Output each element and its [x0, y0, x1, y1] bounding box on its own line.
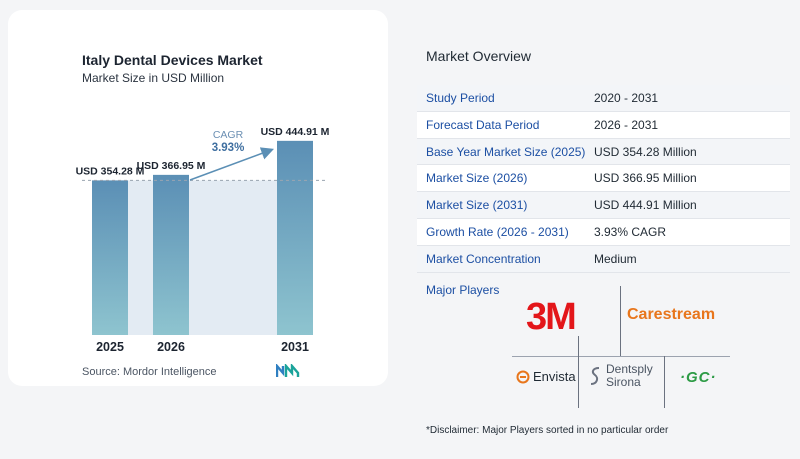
x-tick-label: 2031	[281, 340, 309, 354]
dentsply-sirona-logo: Dentsply Sirona	[588, 363, 653, 389]
bar-chart: USD 354.28 M 2025 USD 366.95 M 2026 USD 444.…	[76, 126, 330, 354]
row-label: Market Size (2031)	[426, 198, 528, 213]
cagr-label: CAGR	[213, 129, 244, 141]
overview-table: Study Period 2020 - 2031 Forecast Data P…	[417, 85, 790, 273]
table-row: Forecast Data Period 2026 - 2031	[417, 111, 790, 139]
comparison-shade	[128, 180, 153, 335]
bar-2025	[92, 180, 128, 335]
logo-divider	[664, 356, 665, 408]
comparison-shade	[189, 180, 277, 335]
bar-value-label: USD 444.91 M	[261, 126, 330, 138]
row-value: 2020 - 2031	[594, 91, 659, 105]
dentsply-text: Dentsply Sirona	[606, 363, 653, 389]
table-row: Market Size (2026) USD 366.95 Million	[417, 165, 790, 193]
source-text: Source: Mordor Intelligence	[82, 366, 217, 378]
table-row: Base Year Market Size (2025) USD 354.28 …	[417, 138, 790, 166]
mordor-logo-icon	[276, 364, 300, 377]
dentsply-line1: Dentsply	[606, 362, 653, 376]
bar-value-label: USD 366.95 M	[137, 160, 206, 172]
envista-text: Envista	[533, 369, 576, 384]
table-row: Study Period 2020 - 2031	[417, 85, 790, 112]
row-label: Study Period	[426, 91, 495, 105]
x-tick-label: 2025	[96, 340, 124, 354]
major-players-label: Major Players	[426, 283, 500, 297]
chart-subtitle: Market Size in USD Million	[82, 71, 225, 85]
dentsply-line2: Sirona	[606, 375, 641, 389]
row-value: USD 354.28 Million	[594, 144, 697, 159]
gc-logo: ·GC·	[680, 369, 717, 386]
row-label: Growth Rate (2026 - 2031)	[426, 224, 569, 239]
disclaimer-text: *Disclaimer: Major Players sorted in no …	[426, 425, 669, 436]
row-value: 2026 - 2031	[594, 117, 659, 132]
row-label: Market Concentration	[426, 251, 541, 266]
logo-divider	[512, 356, 730, 357]
logo-divider	[578, 336, 579, 408]
cagr-value: 3.93%	[212, 142, 245, 154]
3m-logo: 3M	[526, 296, 577, 338]
row-value: USD 444.91 Million	[594, 198, 697, 213]
row-value: USD 366.95 Million	[594, 171, 697, 186]
bar-2026	[153, 174, 189, 335]
table-row: Market Concentration Medium	[417, 245, 790, 273]
chart-title: Italy Dental Devices Market	[82, 52, 263, 68]
logo-divider	[620, 286, 621, 356]
row-value: Medium	[594, 251, 637, 266]
row-label: Base Year Market Size (2025)	[426, 144, 586, 159]
envista-mark-icon	[516, 370, 530, 383]
row-value: 3.93% CAGR	[594, 224, 667, 239]
table-row: Market Size (2031) USD 444.91 Million	[417, 192, 790, 219]
table-row: Growth Rate (2026 - 2031) 3.93% CAGR	[417, 218, 790, 246]
row-label: Forecast Data Period	[426, 117, 540, 132]
cagr-arrow	[189, 147, 275, 181]
envista-logo: Envista	[516, 369, 576, 384]
dentsply-mark-icon	[590, 367, 600, 385]
carestream-logo: Carestream	[627, 306, 716, 323]
bar-2031	[277, 140, 313, 335]
row-label: Market Size (2026)	[426, 171, 528, 186]
x-tick-label: 2026	[157, 340, 185, 354]
overview-title: Market Overview	[426, 48, 532, 64]
bar-value-label: USD 354.28 M	[76, 165, 145, 177]
